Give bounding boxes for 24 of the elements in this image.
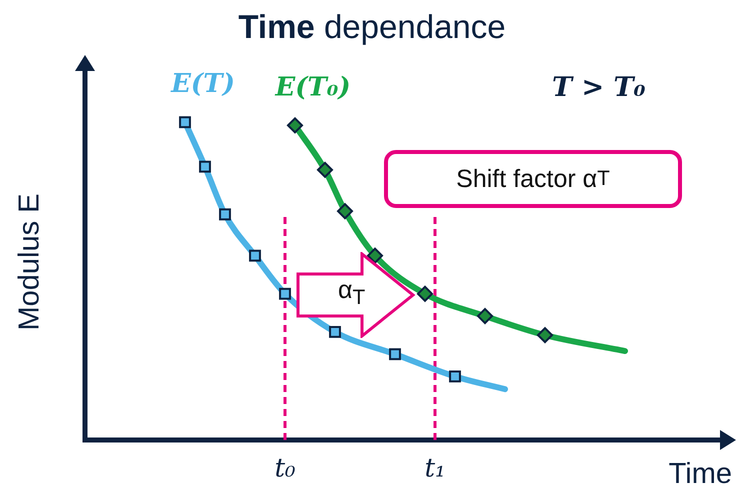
point (287, 117, 303, 134)
point (389, 348, 401, 360)
x-tick-label: t₀ (274, 453, 296, 484)
point (417, 286, 433, 302)
point (279, 288, 291, 300)
point (537, 327, 553, 344)
point (317, 162, 333, 178)
point (199, 160, 211, 173)
point (329, 326, 341, 338)
point (367, 248, 383, 264)
series-label: E(T₀) (274, 72, 351, 102)
point (249, 250, 261, 262)
point (337, 203, 353, 220)
y-axis-title: Modulus E (14, 193, 46, 331)
series-label: E(T) (170, 69, 235, 100)
annotation: α$_{T}$ (338, 276, 366, 310)
chart-title: Time dependance (237, 8, 507, 46)
x-axis-title: Time (668, 458, 732, 491)
point (179, 116, 191, 128)
text: T > T₀ (552, 72, 646, 103)
point (219, 208, 231, 220)
x-tick-label: t₁ (424, 453, 446, 484)
point (477, 308, 493, 324)
point (449, 370, 461, 382)
